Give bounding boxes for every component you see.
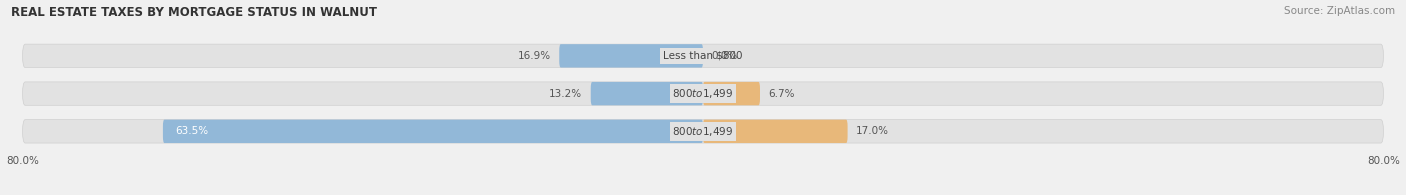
- Text: Less than $800: Less than $800: [664, 51, 742, 61]
- FancyBboxPatch shape: [22, 44, 1384, 67]
- Text: 0.0%: 0.0%: [711, 51, 738, 61]
- FancyBboxPatch shape: [560, 44, 703, 67]
- Text: 63.5%: 63.5%: [176, 126, 208, 136]
- Text: 6.7%: 6.7%: [769, 89, 794, 99]
- FancyBboxPatch shape: [703, 82, 761, 105]
- Text: Source: ZipAtlas.com: Source: ZipAtlas.com: [1284, 6, 1395, 16]
- Text: 13.2%: 13.2%: [550, 89, 582, 99]
- Text: 17.0%: 17.0%: [856, 126, 889, 136]
- FancyBboxPatch shape: [163, 120, 703, 143]
- FancyBboxPatch shape: [591, 82, 703, 105]
- Text: $800 to $1,499: $800 to $1,499: [672, 87, 734, 100]
- Text: REAL ESTATE TAXES BY MORTGAGE STATUS IN WALNUT: REAL ESTATE TAXES BY MORTGAGE STATUS IN …: [11, 6, 377, 19]
- Text: 16.9%: 16.9%: [517, 51, 551, 61]
- Text: $800 to $1,499: $800 to $1,499: [672, 125, 734, 138]
- FancyBboxPatch shape: [703, 120, 848, 143]
- FancyBboxPatch shape: [22, 82, 1384, 105]
- FancyBboxPatch shape: [22, 120, 1384, 143]
